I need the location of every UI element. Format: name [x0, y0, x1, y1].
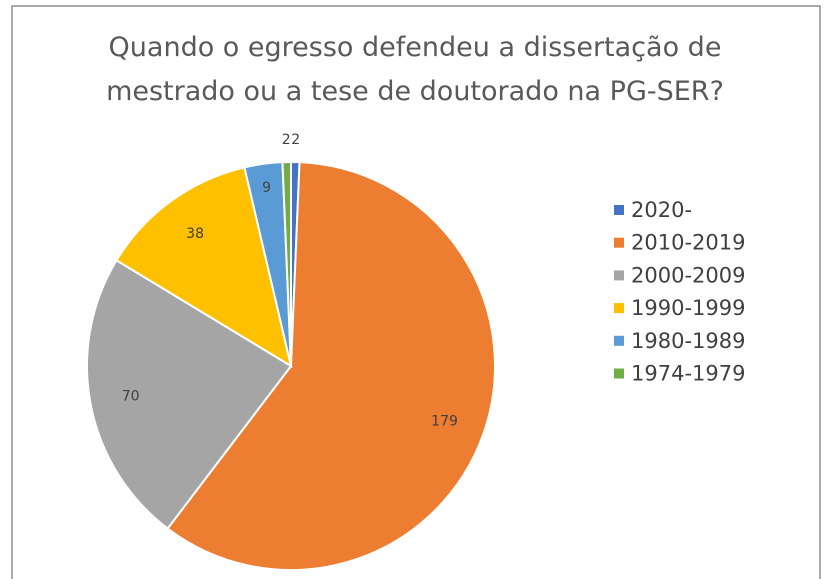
legend-label: 2020-	[631, 198, 692, 222]
legend-label: 1980-1989	[631, 329, 745, 353]
chart-title: Quando o egresso defendeu a dissertação …	[106, 32, 724, 107]
chart-border	[11, 5, 821, 579]
pie-slice	[166, 161, 496, 571]
legend-label: 2010-2019	[631, 231, 745, 255]
legend-swatch	[614, 303, 624, 314]
pie-slice	[86, 258, 293, 530]
data-label: 2	[282, 132, 291, 148]
legend-label: 1974-1979	[631, 362, 745, 386]
legend-swatch	[614, 368, 624, 379]
legend-swatch	[614, 205, 624, 215]
legend-swatch	[614, 335, 624, 346]
data-label: 9	[262, 180, 271, 196]
legend-label: 2000-2009	[631, 263, 745, 287]
pie-slice	[115, 166, 293, 369]
data-label: 38	[186, 226, 204, 242]
data-label: 179	[431, 413, 458, 429]
data-label: 70	[122, 389, 140, 405]
pie-slice	[281, 160, 292, 367]
legend-label: 1990-1999	[631, 296, 745, 320]
legend-swatch	[614, 270, 624, 281]
data-label: 2	[291, 132, 300, 148]
legend-swatch	[614, 237, 624, 248]
